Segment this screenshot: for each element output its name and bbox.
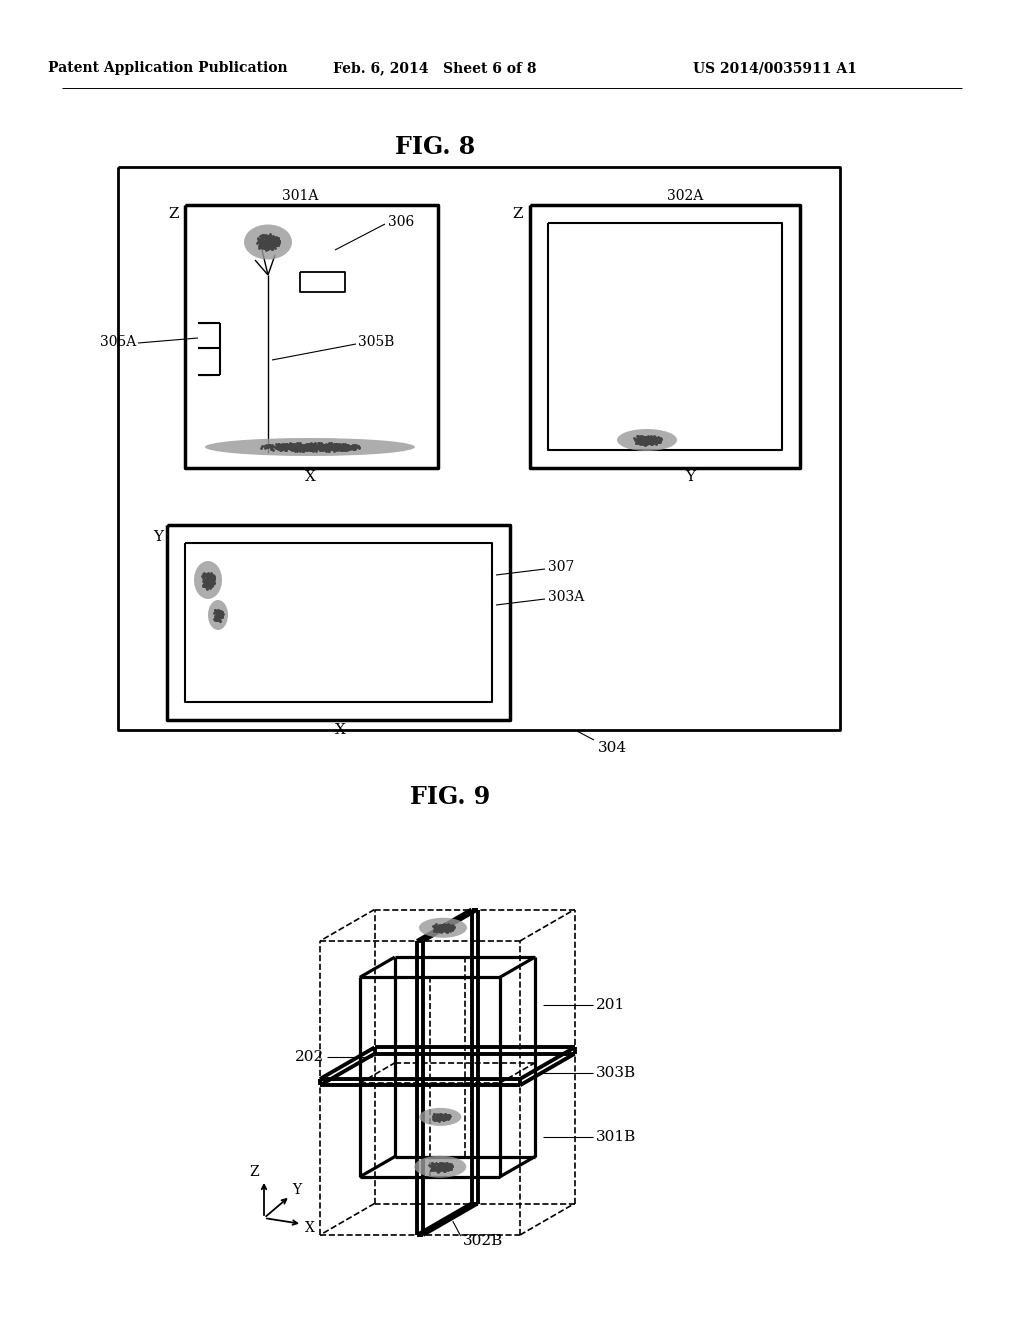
Text: 301A: 301A: [282, 189, 318, 203]
Ellipse shape: [419, 917, 467, 937]
Text: X: X: [304, 470, 315, 484]
Text: US 2014/0035911 A1: US 2014/0035911 A1: [693, 61, 857, 75]
Ellipse shape: [205, 438, 415, 455]
Text: Y: Y: [685, 470, 695, 484]
Ellipse shape: [244, 224, 292, 260]
Text: Y: Y: [293, 1183, 301, 1197]
Text: Z: Z: [169, 207, 179, 220]
Text: 302A: 302A: [667, 189, 703, 203]
Text: 305A: 305A: [99, 335, 136, 348]
Ellipse shape: [419, 1107, 461, 1126]
Ellipse shape: [617, 429, 677, 451]
Text: Feb. 6, 2014   Sheet 6 of 8: Feb. 6, 2014 Sheet 6 of 8: [333, 61, 537, 75]
Ellipse shape: [194, 561, 222, 599]
Text: 303B: 303B: [596, 1065, 637, 1080]
Text: 305B: 305B: [358, 335, 394, 348]
Text: 301B: 301B: [596, 1130, 637, 1144]
Text: 302B: 302B: [463, 1234, 503, 1249]
Text: X: X: [335, 723, 345, 737]
Text: Z: Z: [513, 207, 523, 220]
Ellipse shape: [208, 601, 228, 630]
Text: 201: 201: [596, 998, 626, 1012]
Text: 304: 304: [598, 741, 627, 755]
Text: X: X: [305, 1221, 315, 1236]
Text: FIG. 9: FIG. 9: [410, 785, 490, 809]
Text: Y: Y: [153, 531, 163, 544]
Text: FIG. 8: FIG. 8: [395, 135, 475, 158]
Text: Patent Application Publication: Patent Application Publication: [48, 61, 288, 75]
Text: 303A: 303A: [548, 590, 585, 605]
Text: Z: Z: [249, 1166, 259, 1179]
Text: 306: 306: [388, 215, 415, 228]
Text: 202: 202: [295, 1049, 325, 1064]
Text: 307: 307: [548, 560, 574, 574]
Ellipse shape: [415, 1156, 466, 1177]
